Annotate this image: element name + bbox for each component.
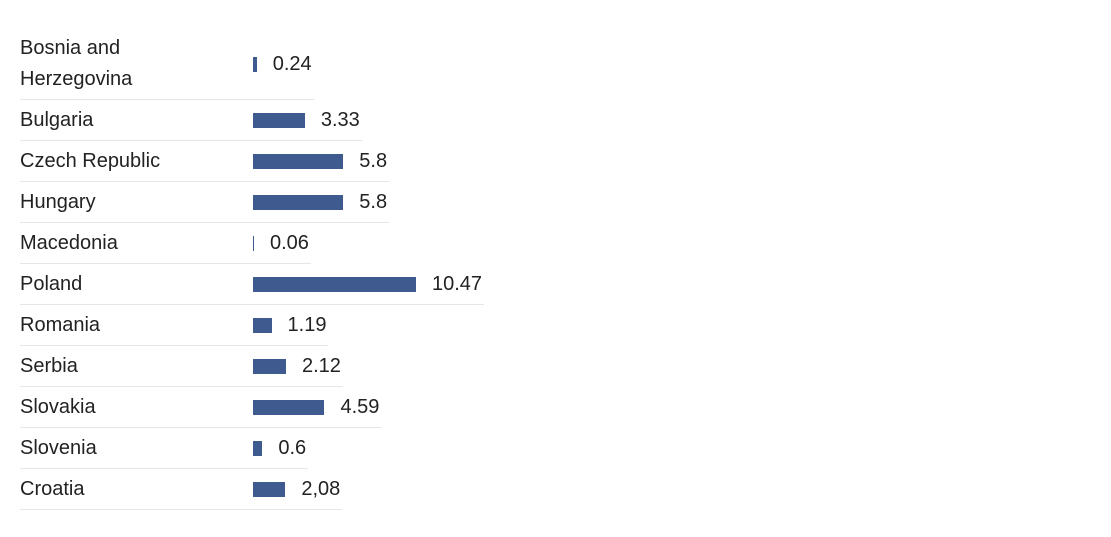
bar — [253, 441, 263, 456]
row: Slovakia 4.59 — [20, 387, 382, 428]
row: Macedonia 0.06 — [20, 223, 311, 264]
value-label: 0.6 — [278, 437, 307, 459]
name-cell: Slovenia — [20, 433, 253, 464]
value-label: 2,08 — [301, 478, 341, 500]
bar — [253, 277, 416, 292]
category-label: Serbia — [20, 355, 78, 377]
row: Czech Republic 5.8 — [20, 141, 390, 182]
name-cell: Bulgaria — [20, 105, 253, 136]
row: Bulgaria 3.33 — [20, 100, 362, 141]
bar — [253, 113, 305, 128]
category-label: Romania — [20, 314, 101, 336]
bar — [253, 154, 344, 169]
category-label: Hungary — [20, 191, 96, 213]
row: Bosnia and Herzegovina 0.24 — [20, 28, 314, 100]
name-cell: Slovakia — [20, 392, 253, 423]
value-label: 0.06 — [270, 232, 309, 254]
row: Hungary 5.8 — [20, 182, 390, 223]
bar — [253, 236, 254, 251]
row: Poland 10.47 — [20, 264, 485, 305]
bar — [253, 56, 257, 72]
name-cell: Croatia — [20, 474, 253, 505]
name-cell: Czech Republic — [20, 146, 253, 177]
bar — [253, 482, 286, 497]
bar — [253, 400, 325, 415]
category-label: Macedonia — [20, 232, 118, 254]
category-label: Poland — [20, 273, 83, 295]
row: Serbia 2.12 — [20, 346, 343, 387]
name-cell: Macedonia — [20, 228, 253, 259]
category-label: Bosnia and Herzegovina — [20, 37, 133, 90]
value-label: 4.59 — [340, 396, 380, 418]
row: Romania 1.19 — [20, 305, 329, 346]
value-label: 5.8 — [359, 150, 388, 172]
category-label: Slovakia — [20, 396, 96, 418]
value-label: 5.8 — [359, 191, 388, 213]
bar — [253, 195, 344, 210]
name-cell: Poland — [20, 269, 253, 300]
value-label: 0.24 — [272, 52, 312, 75]
name-cell: Serbia — [20, 351, 253, 382]
name-cell: Bosnia and Herzegovina — [20, 33, 253, 95]
category-label: Czech Republic — [20, 150, 161, 172]
value-label: 3.33 — [320, 109, 360, 131]
value-label: 2.12 — [302, 355, 341, 377]
row: Croatia 2,08 — [20, 469, 343, 510]
name-cell: Hungary — [20, 187, 253, 218]
category-label: Bulgaria — [20, 109, 94, 131]
value-label: 10.47 — [432, 273, 483, 295]
bar — [253, 318, 272, 333]
bar — [253, 359, 286, 374]
category-label: Slovenia — [20, 437, 97, 459]
name-cell: Romania — [20, 310, 253, 341]
category-label: Croatia — [20, 478, 85, 500]
chart: Bosnia and Herzegovina 0.24 Bulgaria 3.33 Cz… — [20, 28, 485, 510]
value-label: 1.19 — [287, 314, 327, 336]
row: Slovenia 0.6 — [20, 428, 309, 469]
